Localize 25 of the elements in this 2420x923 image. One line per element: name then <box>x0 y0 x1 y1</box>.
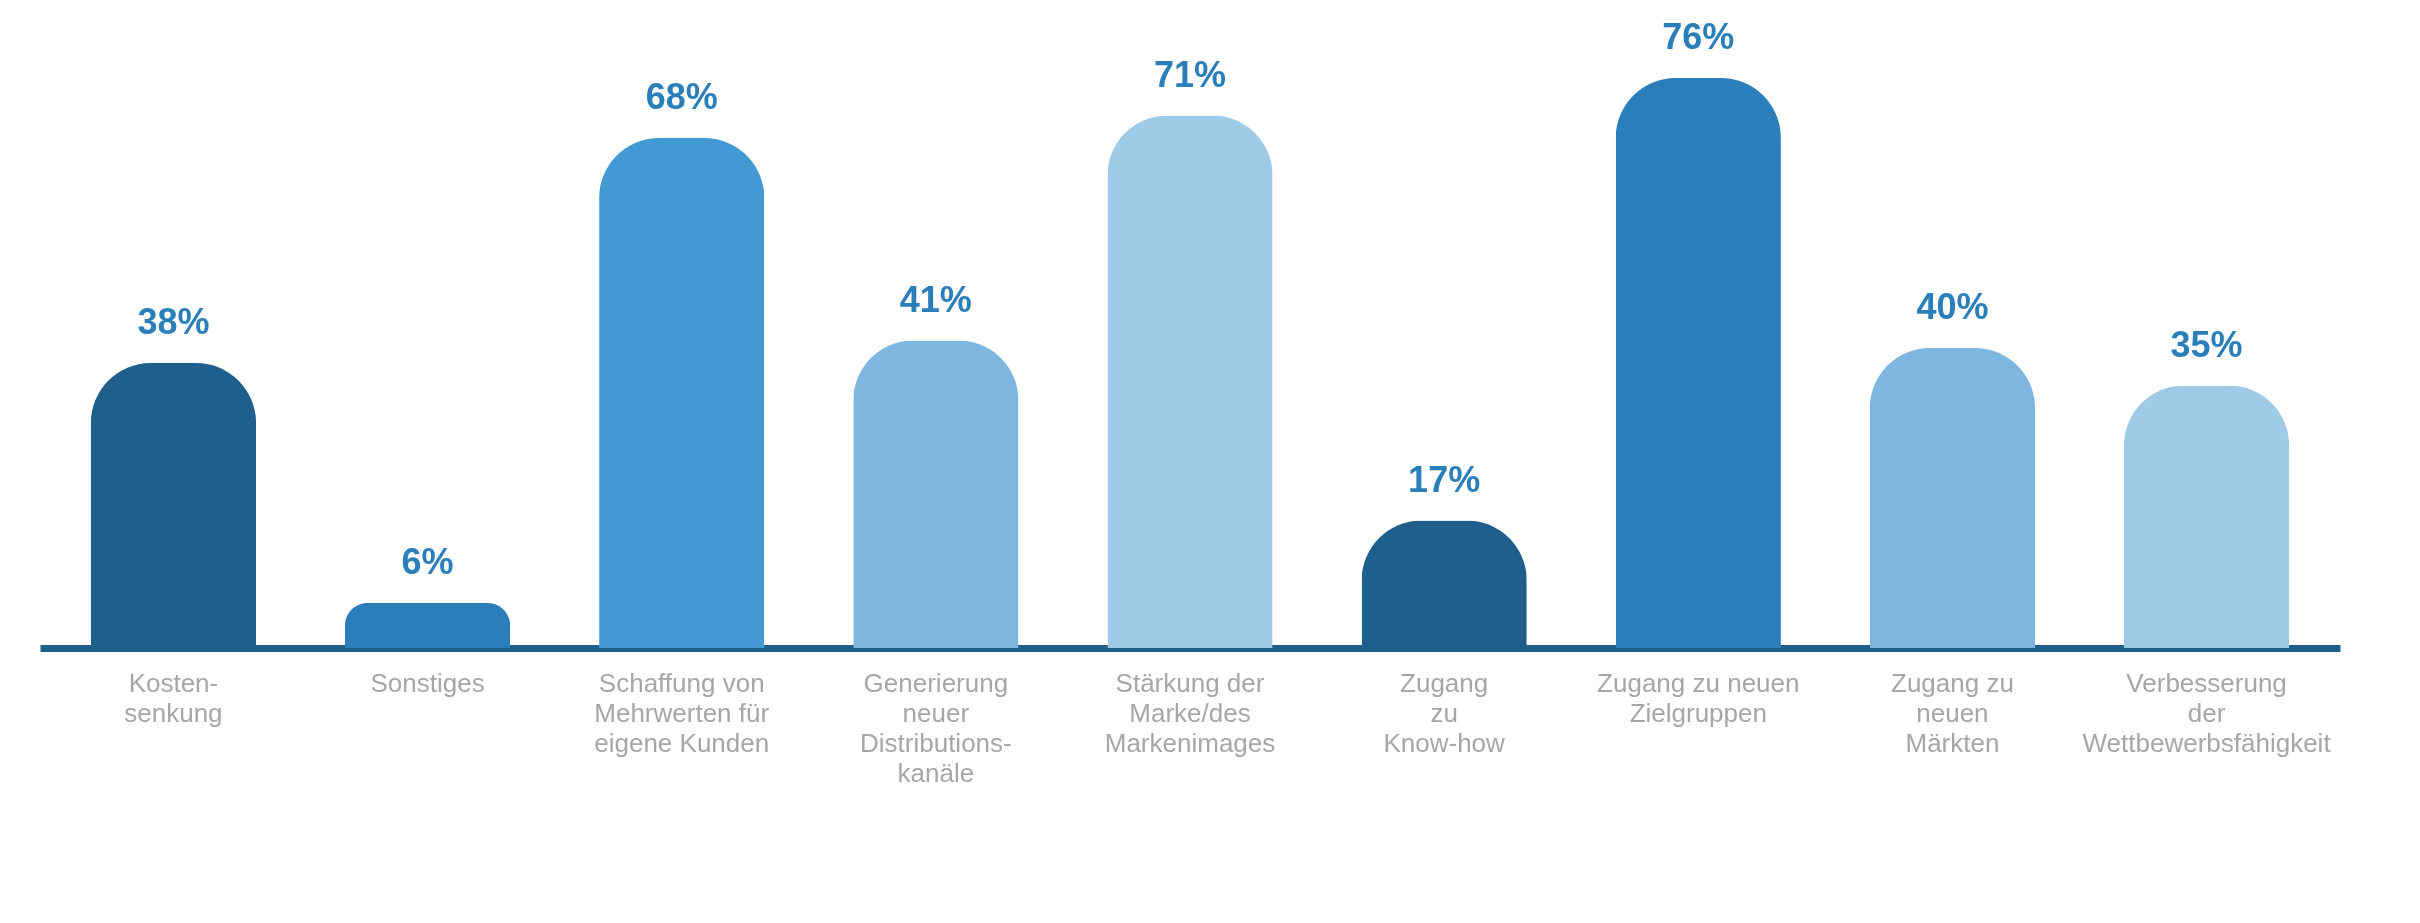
x-tick-label: Schaffung von Mehrwerten für eigene Kunden <box>594 667 770 758</box>
data-label: 76% <box>1662 16 1735 57</box>
bar <box>853 340 1019 648</box>
bar <box>1869 348 2036 648</box>
data-label: 41% <box>899 278 972 320</box>
bar <box>599 138 765 648</box>
data-label: 38% <box>137 301 210 342</box>
bar <box>1107 115 1273 648</box>
data-label: 6% <box>401 541 454 582</box>
x-tick-label: Sonstiges <box>370 667 485 698</box>
data-label: 35% <box>2170 323 2243 365</box>
data-label: 40% <box>1916 286 1989 327</box>
data-label: 68% <box>645 76 718 117</box>
x-tick-label: Zugang zu neuen Märkten <box>1890 667 2014 758</box>
bar <box>344 603 511 648</box>
x-tick-label: Kosten- senkung <box>124 667 223 728</box>
data-label: 17% <box>1408 458 1481 500</box>
x-tick-label: Verbesserung der Wettbewerbsfähigkeit <box>2082 667 2332 758</box>
bar <box>1615 78 1781 648</box>
x-tick-label: Stärkung der Marke/des Markenimages <box>1104 667 1276 758</box>
x-tick-label: Generierung neuer Distributions- kanäle <box>860 667 1012 788</box>
x-tick-label: Zugang zu neuen Zielgruppen <box>1597 667 1800 728</box>
bar <box>2123 385 2290 648</box>
data-label: 71% <box>1153 53 1227 95</box>
x-tick-label: Zugang zu Know-how <box>1383 667 1506 758</box>
